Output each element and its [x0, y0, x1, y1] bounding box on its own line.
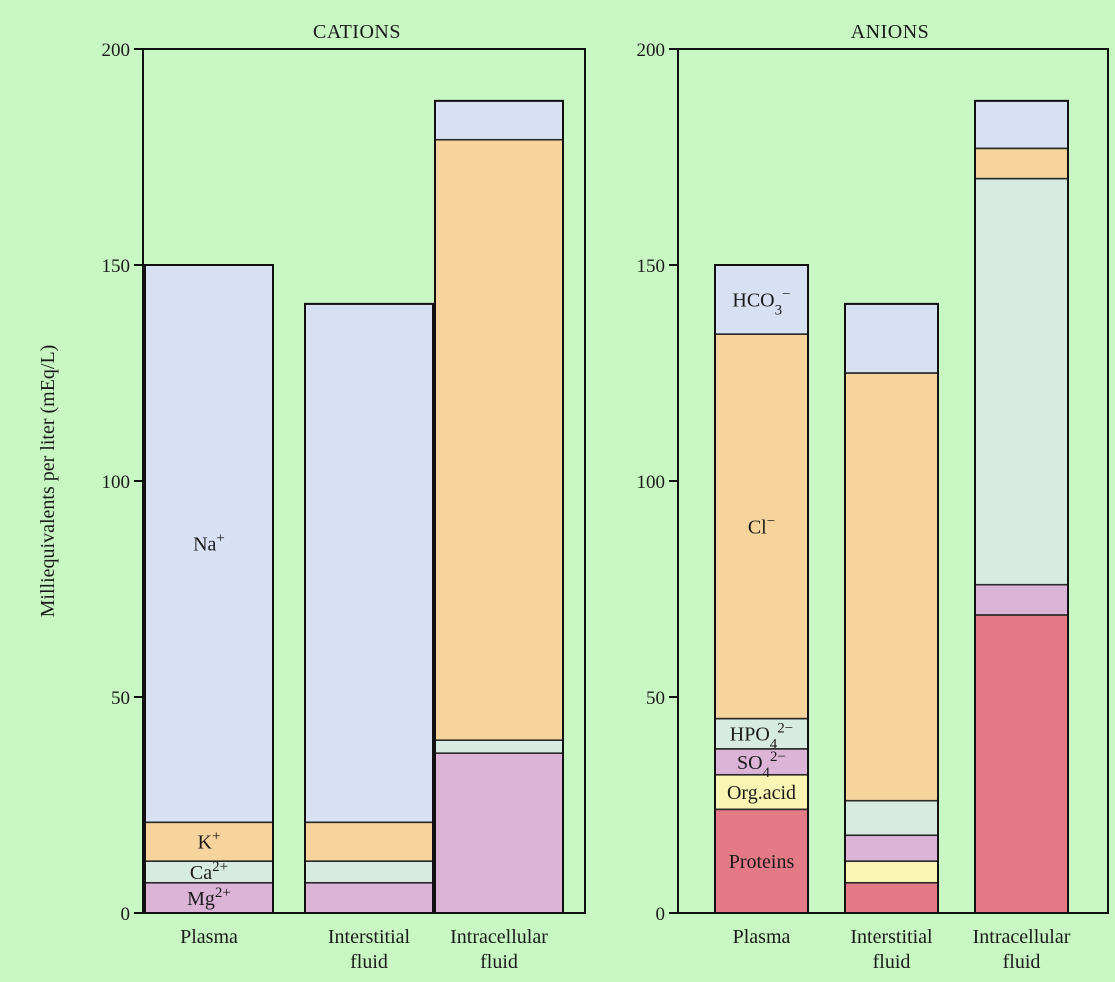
bar-segment: [304, 881, 434, 914]
bar-segment: [844, 372, 939, 802]
segment-label-part: 4: [770, 737, 778, 753]
category-label: fluid: [1003, 951, 1041, 973]
segment-label-part: 3: [775, 303, 783, 319]
bar-segment: [974, 177, 1069, 586]
category-label: Intracellular: [450, 926, 548, 948]
segment-label-part: Cl: [748, 516, 767, 538]
segment-label-part: 2+: [212, 859, 228, 875]
y-axis-label: Milliequivalents per liter (mEq/L): [37, 345, 59, 618]
category-label: Intracellular: [973, 926, 1071, 948]
segment-label-part: +: [212, 829, 220, 845]
bar-segment: [434, 138, 564, 741]
panel-title: CATIONS: [313, 21, 401, 43]
anions-panel: ANIONS 0 50 100 150 200 Plasma Interstitial flui…: [637, 21, 1109, 973]
segment-label: Mg2+: [187, 885, 231, 910]
segment-label: SO42−: [737, 749, 786, 781]
y-tick-label: 50: [646, 688, 665, 709]
bar-segment: [304, 860, 434, 884]
category-label: Plasma: [180, 926, 238, 948]
bar-outline: [844, 302, 939, 914]
segment-label-part: HPO: [730, 724, 770, 746]
bar-outline: [304, 302, 434, 914]
y-tick-label: 0: [121, 904, 131, 925]
segment-label-part: 2+: [215, 885, 231, 901]
y-tick-label: 150: [102, 256, 131, 277]
bar-segment: [974, 583, 1069, 616]
segment-label-part: SO: [737, 752, 763, 774]
segment-label-part: Org.acid: [727, 782, 796, 804]
category-label: Interstitial: [850, 926, 933, 948]
y-tick-label: 50: [111, 688, 130, 709]
bar-segment: [974, 147, 1069, 180]
segment-label: HCO3−: [732, 287, 790, 319]
y-tick-label: 0: [656, 904, 666, 925]
segment-label-part: K: [198, 832, 213, 854]
bar-segment: [304, 303, 434, 824]
bar-segment: [304, 821, 434, 862]
bar-segment: [844, 881, 939, 914]
category-label: Plasma: [733, 926, 791, 948]
y-tick-label: 100: [102, 472, 131, 493]
bar-segment: [434, 739, 564, 754]
category-label: fluid: [873, 951, 911, 973]
segment-label: Org.acid: [727, 782, 796, 804]
category-label: fluid: [480, 951, 518, 973]
bar-segment: [844, 834, 939, 862]
segment-label-part: 4: [763, 765, 771, 781]
bar-outline: [144, 264, 274, 914]
segment-label-part: −: [767, 513, 775, 529]
y-tick-label: 150: [637, 256, 666, 277]
segment-label-part: HCO: [732, 290, 774, 312]
segment-label-part: 2−: [777, 721, 793, 737]
bar-segment: [844, 799, 939, 837]
bar-segment: [844, 860, 939, 884]
segment-label-part: Mg: [187, 888, 215, 910]
bar-segment: [714, 748, 809, 776]
segment-label-part: +: [216, 531, 224, 547]
bar-segment: [714, 773, 809, 811]
y-tick-label: 200: [637, 40, 666, 61]
bar-segment: [974, 614, 1069, 914]
segment-label-part: Ca: [190, 862, 212, 884]
bar-outline: [974, 99, 1069, 914]
bar-segment: [974, 100, 1069, 150]
segment-label-part: 2−: [770, 749, 786, 765]
bar-outline: [434, 99, 564, 914]
panel-title: ANIONS: [851, 21, 930, 43]
y-axis-label-group: Milliequivalents per liter (mEq/L): [37, 345, 59, 618]
bar-segment: [434, 752, 564, 914]
segment-label: Na+: [193, 531, 225, 556]
segment-label: Ca2+: [190, 859, 228, 884]
bar-segment: [434, 100, 564, 141]
segment-label-part: Na: [193, 534, 216, 556]
bar-segment: [714, 333, 809, 720]
segment-label-part: −: [782, 287, 790, 303]
y-tick-label: 100: [637, 472, 666, 493]
segment-label: HPO42−: [730, 721, 793, 753]
category-label: Interstitial: [328, 926, 411, 948]
segment-label-part: Proteins: [729, 851, 795, 873]
cations-panel: CATIONS 0 50 100 150 200 Plasma Interstitial flu…: [102, 21, 586, 973]
bar-segment: [844, 303, 939, 374]
segment-label: Proteins: [729, 851, 795, 873]
bar-outline: [714, 264, 809, 914]
category-label: fluid: [350, 951, 388, 973]
segment-label: Cl−: [748, 513, 775, 538]
y-tick-label: 200: [102, 40, 131, 61]
segment-label: K+: [198, 829, 221, 854]
